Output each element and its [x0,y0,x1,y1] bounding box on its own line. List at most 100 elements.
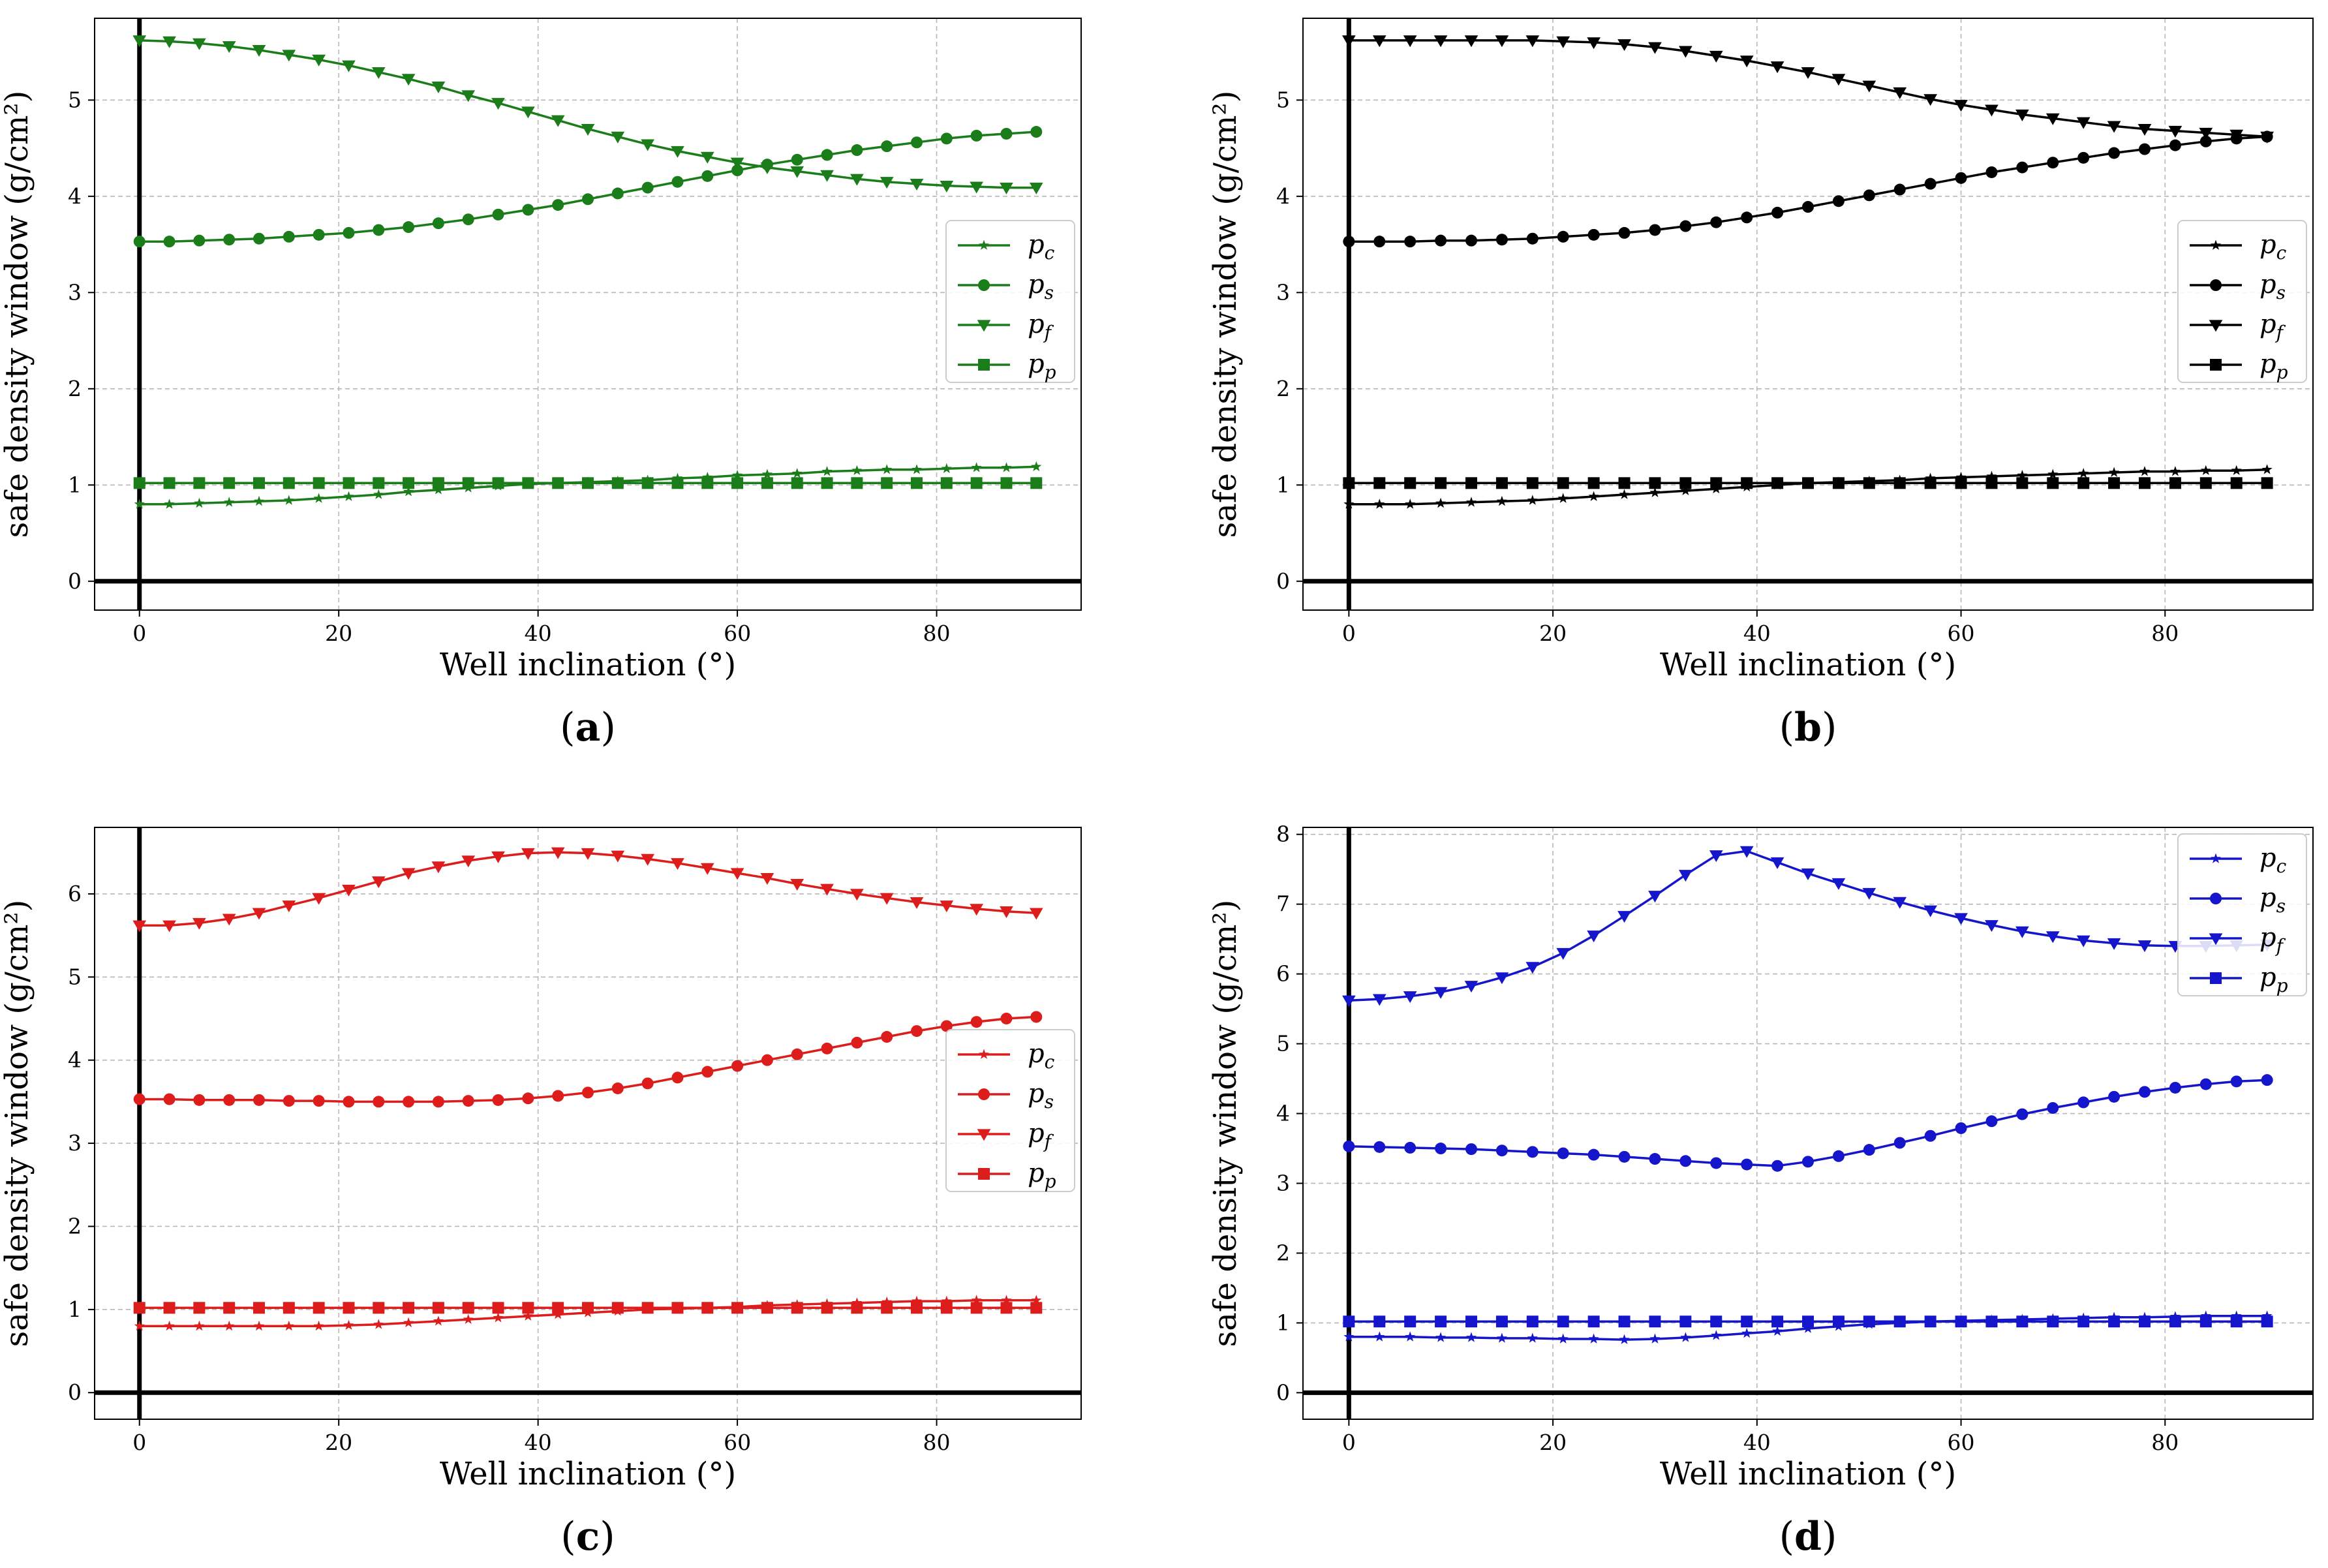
data-point-p_p [163,477,176,489]
data-point-p_s [1404,1141,1417,1154]
data-point-p_f [1831,878,1846,890]
data-point-p_c [1619,1334,1630,1344]
legend-marker [978,1168,990,1180]
data-point-p_p [1863,1315,1875,1328]
data-point-p_s [343,1096,355,1108]
legend-symbol: p [2259,230,2276,260]
data-point-p_c [1465,497,1477,507]
data-point-p_p [1893,477,1906,489]
data-point-p_p [940,1302,953,1314]
data-point-p_p [701,477,714,489]
data-point-p_f [1525,962,1540,974]
plot-frame [1302,18,2314,611]
x-axis-label: Well inclination (°) [1660,1456,1956,1492]
series-p_p [133,477,1043,489]
data-point-p_c [1001,1295,1012,1305]
data-point-p_s [253,232,265,245]
data-point-p_s [2077,1096,2090,1109]
y-tick-label: 8 [1276,822,1290,847]
legend-label: ps [1028,1079,1054,1113]
panel-caption-paren: ( [560,705,575,750]
data-point-p_c [2231,1310,2242,1321]
data-point-p_p [582,477,594,489]
data-point-p_s [283,1095,295,1107]
data-point-p_s [403,221,415,234]
data-point-p_c [2078,468,2089,478]
data-point-p_s [791,1048,803,1060]
data-point-p_c [2169,466,2181,476]
data-point-p_p [2139,1315,2151,1328]
data-point-p_p [881,1302,893,1314]
x-tick-label: 40 [525,1430,552,1455]
y-tick-label: 4 [68,1047,82,1073]
legend-label: pp [1028,349,1056,383]
data-point-p_s [1495,1145,1508,1157]
data-point-p_f [1029,182,1043,194]
data-point-p_p [1985,477,1998,489]
legend-box [2177,833,2307,996]
data-point-p_c [2231,465,2242,475]
legend-label: pp [2259,349,2288,383]
legend-subscript: p [2276,361,2288,383]
legend-symbol: p [1028,230,1045,260]
data-point-p_p [2261,1315,2273,1328]
data-point-p_p [1741,477,1753,489]
data-point-p_f [820,170,834,182]
data-point-p_p [2047,477,2059,489]
data-point-p_s [1832,195,1845,208]
data-point-p_p [1924,1315,1937,1328]
data-point-p_f [312,893,326,905]
data-point-p_p [2016,1315,2029,1328]
data-point-p_f [790,878,804,891]
data-point-p_s [2077,151,2090,164]
y-axis-label: safe density window (g/cm²) [1207,91,1244,538]
data-point-p_p [671,1302,684,1314]
data-point-p_s [133,236,146,248]
data-point-p_f [461,855,476,868]
data-point-p_f [1954,913,1968,925]
legend-item-p_s: ps [2190,883,2286,917]
data-point-p_p [1587,477,1600,489]
data-point-p_p [1526,1315,1539,1328]
data-point-p_p [2169,477,2181,489]
data-point-p_f [1617,911,1631,923]
legend-symbol: p [1028,1079,1045,1109]
data-point-p_c [1772,1325,1783,1336]
chart-panel-c: 0 20 40 60 80 0 1 2 3 4 5 6 Well inclination (°) safe… [0,827,1082,1560]
data-point-p_s [1741,1158,1753,1171]
data-point-p_c [253,495,265,506]
data-point-p_p [492,477,504,489]
data-point-p_s [2261,1074,2273,1086]
data-point-p_c [523,1310,534,1321]
data-point-p_f [581,848,595,860]
data-point-p_p [2199,477,2212,489]
data-point-p_c [1527,1332,1538,1343]
data-point-p_f [491,98,505,110]
data-point-p_p [2108,1315,2121,1328]
data-point-p_f [1893,87,1907,99]
data-point-p_s [1587,228,1600,241]
legend-item-p_c: pc [958,230,1055,264]
data-point-p_c [433,1315,444,1326]
data-point-p_p [1587,1315,1600,1328]
data-point-p_s [1618,226,1631,239]
data-point-p_p [911,1302,923,1314]
data-point-p_c [971,1295,982,1305]
legend-marker [2210,853,2222,863]
data-point-p_c [134,1320,145,1331]
data-point-p_f [2137,123,2152,136]
series-p_s [1343,1074,2273,1172]
data-point-p_f [132,920,147,932]
data-point-p_p [522,477,534,489]
data-point-p_p [1435,477,1447,489]
data-point-p_p [1955,477,1967,489]
x-tick-label: 0 [1342,621,1356,646]
data-point-p_p [133,1302,146,1314]
y-tick-label: 1 [1276,1310,1290,1335]
x-tick-label: 20 [325,1430,352,1455]
data-point-p_s [1649,224,1661,236]
data-point-p_p [1000,1302,1013,1314]
data-point-p_s [462,1095,474,1107]
data-point-p_p [432,477,444,489]
